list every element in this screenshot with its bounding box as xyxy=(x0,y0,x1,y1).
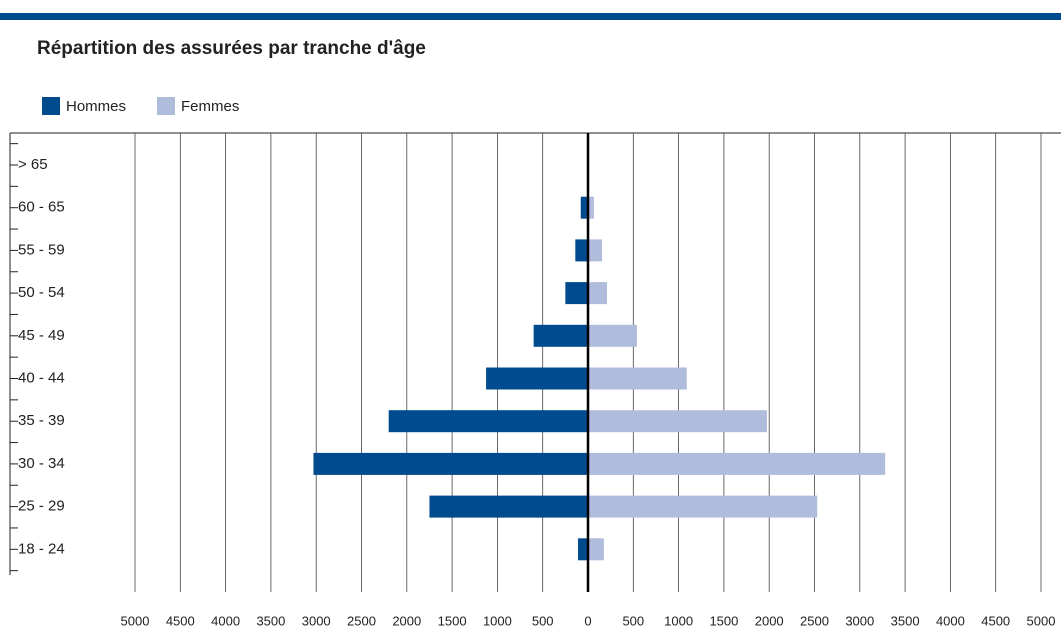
y-tick-label: 60 - 65 xyxy=(18,199,65,216)
x-tick-label: 1000 xyxy=(483,613,512,628)
y-tick-label: 45 - 49 xyxy=(18,327,65,344)
legend-swatch xyxy=(157,97,175,115)
x-tick-label: 5000 xyxy=(1027,613,1056,628)
y-tick-label: > 65 xyxy=(18,156,48,173)
x-tick-label: 500 xyxy=(532,613,554,628)
bar xyxy=(486,367,588,390)
bar xyxy=(588,495,818,518)
x-tick-label: 2500 xyxy=(347,613,376,628)
x-tick-label: 500 xyxy=(622,613,644,628)
y-tick-label: 18 - 24 xyxy=(18,540,65,557)
chart-title: Répartition des assurées par tranche d'â… xyxy=(37,38,426,59)
x-tick-label: 4500 xyxy=(981,613,1010,628)
y-tick-label: 40 - 44 xyxy=(18,369,65,386)
x-tick-label: 1000 xyxy=(664,613,693,628)
x-tick-label: 3500 xyxy=(891,613,920,628)
bar xyxy=(313,452,588,475)
bar xyxy=(588,452,886,475)
x-tick-label: 1500 xyxy=(709,613,738,628)
x-tick-label: 5000 xyxy=(121,613,150,628)
x-tick-label: 0 xyxy=(584,613,591,628)
y-tick-label: 25 - 29 xyxy=(18,498,65,515)
bar xyxy=(588,239,603,262)
x-tick-label: 4500 xyxy=(166,613,195,628)
x-tick-label: 4000 xyxy=(211,613,240,628)
x-tick-label: 2000 xyxy=(392,613,421,628)
x-tick-label: 2500 xyxy=(800,613,829,628)
x-tick-label: 3000 xyxy=(302,613,331,628)
bar xyxy=(580,196,588,219)
bar xyxy=(533,324,588,347)
x-tick-label: 1500 xyxy=(438,613,467,628)
y-tick-label: 35 - 39 xyxy=(18,412,65,429)
y-tick-label: 30 - 34 xyxy=(18,455,65,472)
x-tick-label: 3500 xyxy=(256,613,285,628)
bar xyxy=(578,538,588,561)
bar xyxy=(588,538,604,561)
top-band xyxy=(0,13,1061,20)
y-tick-label: 50 - 54 xyxy=(18,284,65,301)
bar xyxy=(588,196,594,219)
bar xyxy=(429,495,588,518)
bar xyxy=(588,282,608,305)
legend-label: Hommes xyxy=(66,98,126,115)
x-tick-label: 3000 xyxy=(845,613,874,628)
legend-swatch xyxy=(42,97,60,115)
bar xyxy=(588,410,767,433)
x-tick-label: 2000 xyxy=(755,613,784,628)
bar xyxy=(588,367,687,390)
bar xyxy=(565,282,588,305)
bar xyxy=(388,410,588,433)
legend-label: Femmes xyxy=(181,98,239,115)
y-tick-label: 55 - 59 xyxy=(18,241,65,258)
bar xyxy=(575,239,588,262)
x-tick-label: 4000 xyxy=(936,613,965,628)
bar xyxy=(588,324,637,347)
